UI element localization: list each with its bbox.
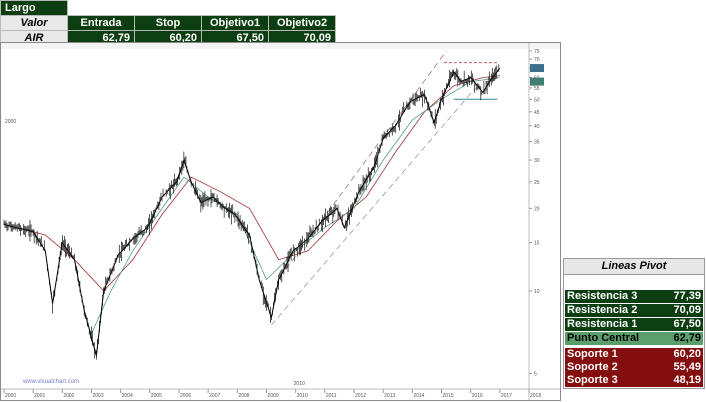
pivot-row-resistance-3: Resistencia 3 77,39 <box>565 290 703 303</box>
x-tick-label: 2006 <box>180 393 191 399</box>
pivot-row-resistance-1: Resistencia 1 67,50 <box>565 318 703 331</box>
x-tick-label: 2007 <box>209 393 220 399</box>
pivot-label: Resistencia 2 <box>567 304 638 316</box>
y-tick-label: 5 <box>534 371 537 377</box>
trade-summary-table: Largo Valor Entrada Stop Objetivo1 Objet… <box>0 0 336 46</box>
price-chart[interactable]: 7570656055504540353025201510520002001200… <box>0 42 561 401</box>
pivot-label: Soporte 3 <box>567 374 618 386</box>
x-tick-label: 2012 <box>355 393 366 399</box>
pivot-label: Soporte 1 <box>567 348 618 360</box>
x-tick-label: 2013 <box>384 393 395 399</box>
y-tick-label: 45 <box>534 110 540 116</box>
y-tick-label: 25 <box>534 180 540 186</box>
x-tick-label: 2001 <box>34 393 45 399</box>
header-valor: Valor <box>0 15 68 31</box>
channel-lower-line <box>271 87 476 326</box>
chart-info-strip <box>1 43 560 49</box>
y-tick-label: 75 <box>534 49 540 55</box>
corner-label: 2000 <box>5 119 16 125</box>
x-tick-label: 2014 <box>413 393 424 399</box>
x-tick-label: 2002 <box>63 393 74 399</box>
pivot-value: 55,49 <box>673 361 701 373</box>
pivot-value: 48,19 <box>673 374 701 386</box>
x-tick-label: 2004 <box>122 393 133 399</box>
chart-canvas[interactable]: 7570656055504540353025201510520002001200… <box>1 43 562 402</box>
price-tag <box>530 64 544 73</box>
pivot-value: 67,50 <box>673 318 701 330</box>
x-tick-label: 2015 <box>443 393 454 399</box>
pivot-row-support-1: Soporte 1 60,20 <box>565 348 703 361</box>
x-tick-label: 2003 <box>93 393 104 399</box>
pivot-value: 70,09 <box>673 304 701 316</box>
trade-header-row: Valor Entrada Stop Objetivo1 Objetivo2 <box>0 15 336 31</box>
watermark-label: www.visualchart.com <box>22 379 79 385</box>
y-tick-label: 30 <box>534 158 540 164</box>
y-tick-label: 20 <box>534 206 540 212</box>
y-tick-label: 70 <box>534 57 540 63</box>
price-tag <box>530 77 544 86</box>
pivot-value: 77,39 <box>673 290 701 302</box>
series-moving-average-short <box>91 77 500 334</box>
pivot-value: 60,20 <box>673 348 701 360</box>
x-mid-label: 2010 <box>294 381 305 387</box>
y-tick-label: 55 <box>534 86 540 92</box>
y-tick-label: 10 <box>534 289 540 295</box>
x-tick-label: 2017 <box>501 393 512 399</box>
y-tick-label: 50 <box>534 97 540 103</box>
pivot-row-support-3: Soporte 3 48,19 <box>565 374 703 387</box>
x-tick-label: 2000 <box>5 393 16 399</box>
trade-title-row: Largo <box>0 0 336 16</box>
pivot-value: 62,79 <box>673 332 701 344</box>
y-tick-label: 15 <box>534 241 540 247</box>
x-tick-label: 2005 <box>151 393 162 399</box>
pivot-row-support-2: Soporte 2 55,49 <box>565 361 703 374</box>
series-moving-average-long <box>16 75 500 292</box>
header-entrada: Entrada <box>67 15 135 31</box>
x-tick-label: 2008 <box>238 393 249 399</box>
header-objetivo2: Objetivo2 <box>268 15 336 31</box>
pivot-row-resistance-2: Resistencia 2 70,09 <box>565 304 703 317</box>
x-tick-label: 2016 <box>472 393 483 399</box>
pivot-label: Resistencia 3 <box>567 290 638 302</box>
y-tick-label: 40 <box>534 124 540 130</box>
x-tick-label: 2009 <box>268 393 279 399</box>
y-tick-label: 35 <box>534 140 540 146</box>
x-tick-label: 2010 <box>297 393 308 399</box>
trade-title: Largo <box>0 0 68 16</box>
x-tick-label: 2011 <box>326 393 337 399</box>
pivot-row-central: Punto Central 62,79 <box>565 332 703 345</box>
pivot-label: Soporte 2 <box>567 361 618 373</box>
pivot-label: Punto Central <box>567 332 640 344</box>
pivot-label: Resistencia 1 <box>567 318 638 330</box>
pivot-title: Lineas Pivot <box>564 259 704 275</box>
header-objetivo1: Objetivo1 <box>201 15 269 31</box>
header-stop: Stop <box>134 15 202 31</box>
trade-value-row: AIR 62,79 60,20 67,50 70,09 <box>0 30 336 46</box>
pivot-panel: Lineas Pivot Resistencia 3 77,39 Resiste… <box>563 258 705 389</box>
x-tick-label: 2018 <box>530 393 541 399</box>
